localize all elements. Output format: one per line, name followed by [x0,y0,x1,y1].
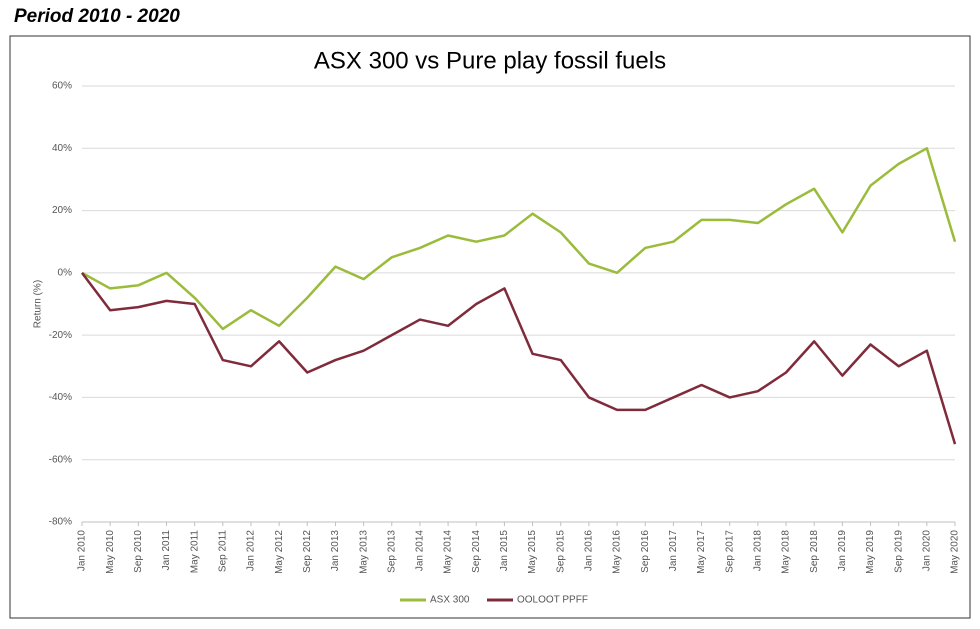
y-tick-label: 20% [52,205,72,216]
x-tick-label: Jan 2011 [161,530,172,571]
x-tick-label: Sep 2012 [302,530,313,573]
y-tick-label: -40% [49,392,72,403]
x-tick-label: Sep 2019 [893,530,904,573]
x-tick-label: May 2011 [189,530,200,574]
x-tick-label: Jan 2018 [753,530,764,572]
y-tick-label: -80% [49,517,72,528]
x-tick-label: Sep 2010 [133,530,144,573]
x-tick-label: Jan 2014 [415,530,426,572]
legend-label: OOLOOT PPFF [517,595,588,606]
y-tick-label: -20% [49,330,72,341]
y-tick-label: 60% [52,81,72,92]
page-title: Period 2010 - 2020 [14,6,180,27]
x-tick-label: May 2020 [950,530,961,574]
chart-title: ASX 300 vs Pure play fossil fuels [314,47,666,74]
x-tick-label: May 2013 [358,530,369,574]
x-tick-label: May 2018 [781,530,792,574]
x-tick-label: May 2010 [105,530,116,574]
x-tick-label: Jan 2013 [330,530,341,572]
x-tick-label: Sep 2016 [640,530,651,573]
x-tick-label: Jan 2019 [837,530,848,572]
x-tick-label: May 2019 [865,530,876,574]
x-tick-label: Jan 2012 [246,530,257,572]
y-tick-label: 40% [52,143,72,154]
x-tick-label: Sep 2011 [217,530,228,573]
x-tick-label: May 2016 [612,530,623,574]
y-tick-label: 0% [58,267,73,278]
x-tick-label: Jan 2017 [668,530,679,572]
x-tick-label: Jan 2016 [584,530,595,572]
x-tick-label: May 2014 [443,530,454,574]
y-axis-label: Return (%) [33,280,44,328]
x-tick-label: Jan 2010 [77,530,88,572]
y-tick-label: -60% [49,454,72,465]
legend-label: ASX 300 [430,595,470,606]
chart-frame [9,35,971,619]
x-tick-label: Sep 2014 [471,530,482,573]
series-line [81,147,957,331]
x-tick-label: Sep 2017 [724,530,735,573]
x-tick-label: May 2017 [696,530,707,574]
x-tick-label: Sep 2018 [809,530,820,573]
x-tick-label: Sep 2015 [555,530,566,573]
x-tick-label: Jan 2015 [499,530,510,572]
x-tick-label: May 2015 [527,530,538,574]
x-tick-label: Sep 2013 [386,530,397,573]
series-line [81,272,957,445]
x-tick-label: May 2012 [274,530,285,574]
x-tick-label: Jan 2020 [921,530,932,572]
